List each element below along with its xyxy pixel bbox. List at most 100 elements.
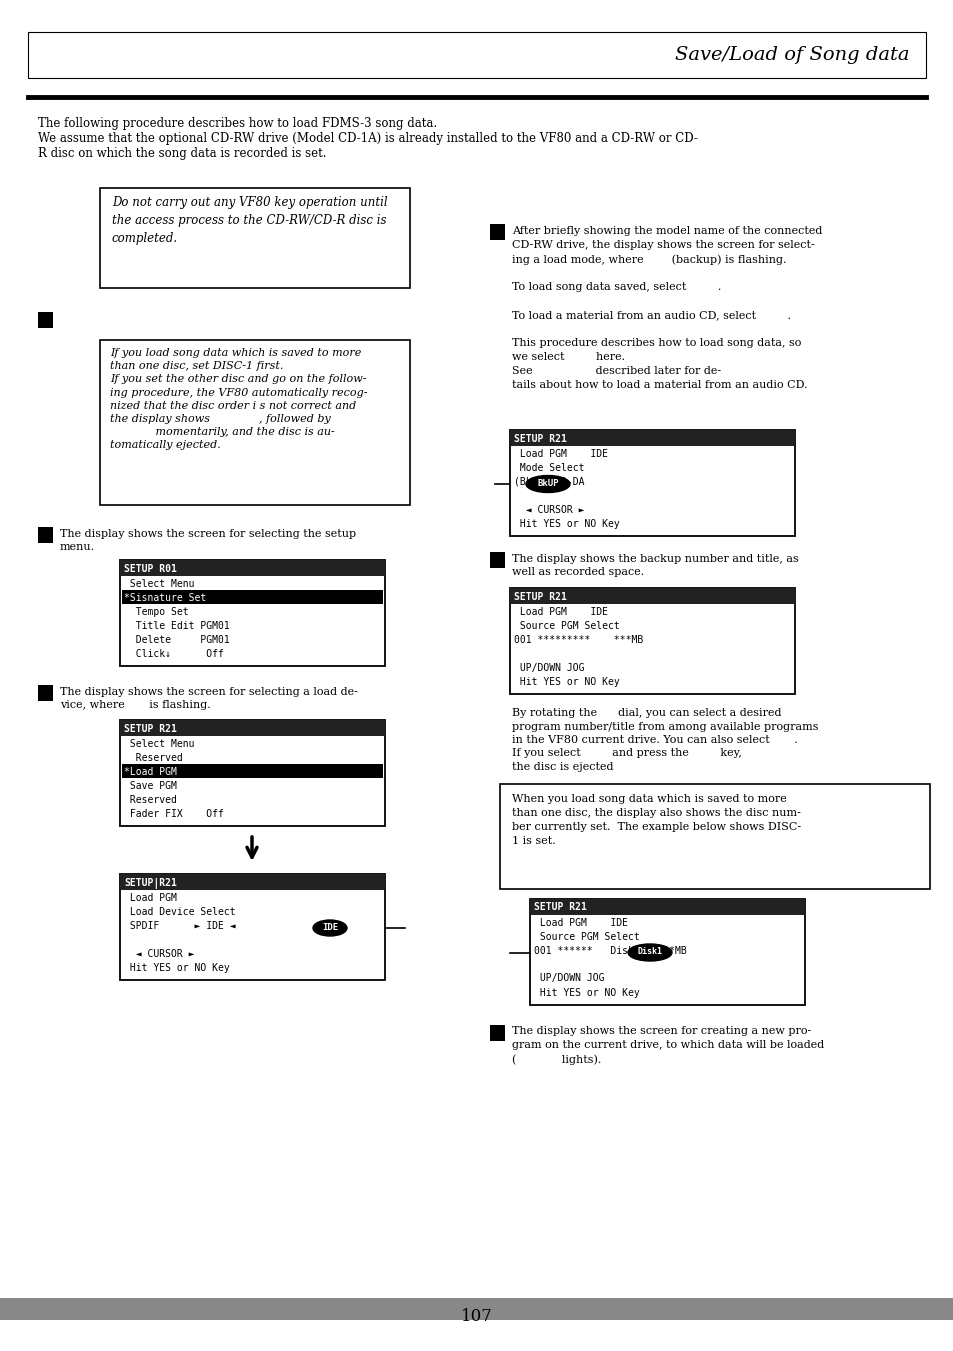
Bar: [530, 898, 804, 1005]
Text: menu.: menu.: [60, 542, 95, 553]
Text: When you load song data which is saved to more: When you load song data which is saved t…: [512, 793, 786, 804]
Ellipse shape: [525, 476, 569, 493]
Text: This procedure describes how to load song data, so: This procedure describes how to load son…: [512, 338, 801, 349]
Text: Delete     PGM01: Delete PGM01: [124, 635, 230, 644]
Text: IDE: IDE: [321, 923, 337, 931]
Text: *Sisnature Set: *Sisnature Set: [124, 593, 206, 603]
Text: (             lights).: ( lights).: [512, 1055, 600, 1065]
Text: We assume that the optional CD-RW drive (Model CD-1A) is already installed to th: We assume that the optional CD-RW drive …: [38, 132, 698, 145]
Text: Source PGM Select: Source PGM Select: [534, 931, 639, 942]
Bar: [120, 874, 385, 890]
Text: SETUP R21: SETUP R21: [514, 434, 566, 444]
Text: See                  described later for de-: See described later for de-: [512, 366, 720, 376]
Text: UP/DOWN JOG: UP/DOWN JOG: [534, 974, 604, 984]
Bar: [530, 898, 804, 915]
Text: Disk1: Disk1: [637, 947, 661, 957]
Text: *Load PGM: *Load PGM: [124, 767, 176, 777]
Text: SETUP|R21: SETUP|R21: [124, 878, 176, 889]
Text: Load PGM    IDE: Load PGM IDE: [534, 917, 627, 928]
Ellipse shape: [627, 944, 671, 961]
Text: Title Edit PGM01: Title Edit PGM01: [124, 621, 230, 631]
Text: Hit YES or NO Key: Hit YES or NO Key: [534, 988, 639, 997]
Text: Save/Load of Song data: Save/Load of Song data: [675, 46, 909, 63]
Text: Source PGM Select: Source PGM Select: [514, 621, 619, 631]
Text: The following procedure describes how to load FDMS-3 song data.: The following procedure describes how to…: [38, 118, 436, 130]
Text: Hit YES or NO Key: Hit YES or NO Key: [514, 519, 619, 530]
Text: Reserved: Reserved: [124, 753, 183, 763]
Bar: [120, 874, 385, 979]
Text: Click↓      Off: Click↓ Off: [124, 648, 224, 659]
Text: The display shows the screen for selecting a load de-: The display shows the screen for selecti…: [60, 688, 357, 697]
Bar: [120, 720, 385, 825]
Text: 001 *********    ***MB: 001 ********* ***MB: [514, 635, 642, 644]
Bar: [490, 1024, 504, 1040]
Bar: [100, 340, 410, 505]
Text: vice, where       is flashing.: vice, where is flashing.: [60, 700, 211, 711]
Bar: [499, 784, 929, 889]
Text: If you select         and press the         key,: If you select and press the key,: [512, 748, 741, 758]
Text: Fader FIX    Off: Fader FIX Off: [124, 809, 224, 819]
Text: SETUP R21: SETUP R21: [124, 724, 176, 734]
Text: R disc on which the song data is recorded is set.: R disc on which the song data is recorde…: [38, 147, 326, 159]
Text: we select         here.: we select here.: [512, 353, 624, 362]
Text: the disc is ejected: the disc is ejected: [512, 762, 613, 771]
Text: Hit YES or NO Key: Hit YES or NO Key: [514, 677, 619, 688]
Text: Save PGM: Save PGM: [124, 781, 176, 790]
Bar: [510, 588, 794, 694]
Bar: [510, 430, 794, 446]
Text: (BkUP) CD-DA: (BkUP) CD-DA: [514, 477, 584, 486]
Text: ing a load mode, where        (backup) is flashing.: ing a load mode, where (backup) is flash…: [512, 254, 785, 265]
Text: The display shows the screen for creating a new pro-: The display shows the screen for creatin…: [512, 1027, 810, 1036]
Text: gram on the current drive, to which data will be loaded: gram on the current drive, to which data…: [512, 1040, 823, 1051]
Text: SETUP R21: SETUP R21: [534, 902, 586, 912]
Text: than one disc, the display also shows the disc num-: than one disc, the display also shows th…: [512, 808, 800, 817]
Text: 107: 107: [460, 1308, 493, 1325]
Text: Mode Select: Mode Select: [514, 463, 584, 473]
Text: By rotating the      dial, you can select a desired: By rotating the dial, you can select a d…: [512, 708, 781, 717]
Text: in the VF80 current drive. You can also select       .: in the VF80 current drive. You can also …: [512, 735, 797, 744]
Ellipse shape: [313, 920, 347, 936]
Text: The display shows the screen for selecting the setup: The display shows the screen for selecti…: [60, 530, 355, 539]
Bar: [490, 553, 504, 567]
Text: Select Menu: Select Menu: [124, 739, 194, 748]
Text: The display shows the backup number and title, as: The display shows the backup number and …: [512, 554, 798, 563]
Bar: [490, 224, 504, 240]
Text: Load PGM    IDE: Load PGM IDE: [514, 449, 607, 459]
Bar: [100, 188, 410, 288]
Bar: [510, 430, 794, 536]
Text: ber currently set.  The example below shows DISC-: ber currently set. The example below sho…: [512, 821, 801, 831]
Text: Do not carry out any VF80 key operation until
the access process to the CD-RW/CD: Do not carry out any VF80 key operation …: [112, 196, 387, 245]
Text: If you load song data which is saved to more
than one disc, set DISC-1 first.
If: If you load song data which is saved to …: [110, 349, 367, 450]
Text: Load PGM    IDE: Load PGM IDE: [514, 607, 607, 617]
Text: CD-RW drive, the display shows the screen for select-: CD-RW drive, the display shows the scree…: [512, 240, 814, 250]
Text: Select Menu: Select Menu: [124, 580, 194, 589]
Bar: [0, 1298, 953, 1320]
Bar: [122, 590, 382, 604]
Text: SETUP R01: SETUP R01: [124, 563, 176, 574]
Text: well as recorded space.: well as recorded space.: [512, 567, 643, 577]
Text: ◄ CURSOR ►: ◄ CURSOR ►: [514, 505, 584, 515]
Bar: [38, 312, 53, 328]
Bar: [120, 561, 385, 666]
Bar: [120, 720, 385, 736]
Bar: [122, 765, 382, 778]
Text: SPDIF      ► IDE ◄: SPDIF ► IDE ◄: [124, 921, 235, 931]
Text: SETUP R21: SETUP R21: [514, 592, 566, 603]
Text: Load Device Select: Load Device Select: [124, 907, 235, 917]
Text: BkUP: BkUP: [537, 478, 558, 488]
Bar: [38, 527, 53, 543]
Text: tails about how to load a material from an audio CD.: tails about how to load a material from …: [512, 380, 807, 390]
Text: To load song data saved, select         .: To load song data saved, select .: [512, 282, 720, 292]
Text: Reserved: Reserved: [124, 794, 176, 805]
Bar: [510, 588, 794, 604]
Text: After briefly showing the model name of the connected: After briefly showing the model name of …: [512, 226, 821, 236]
Text: ◄ CURSOR ►: ◄ CURSOR ►: [124, 948, 194, 959]
Text: Load PGM: Load PGM: [124, 893, 176, 902]
Bar: [120, 561, 385, 576]
Bar: [38, 685, 53, 701]
Text: To load a material from an audio CD, select         .: To load a material from an audio CD, sel…: [512, 309, 790, 320]
Text: UP/DOWN JOG: UP/DOWN JOG: [514, 663, 584, 673]
Text: Hit YES or NO Key: Hit YES or NO Key: [124, 963, 230, 973]
Text: 001 ******   Disk1   ***MB: 001 ****** Disk1 ***MB: [534, 946, 686, 955]
Text: program number/title from among available programs: program number/title from among availabl…: [512, 721, 818, 731]
